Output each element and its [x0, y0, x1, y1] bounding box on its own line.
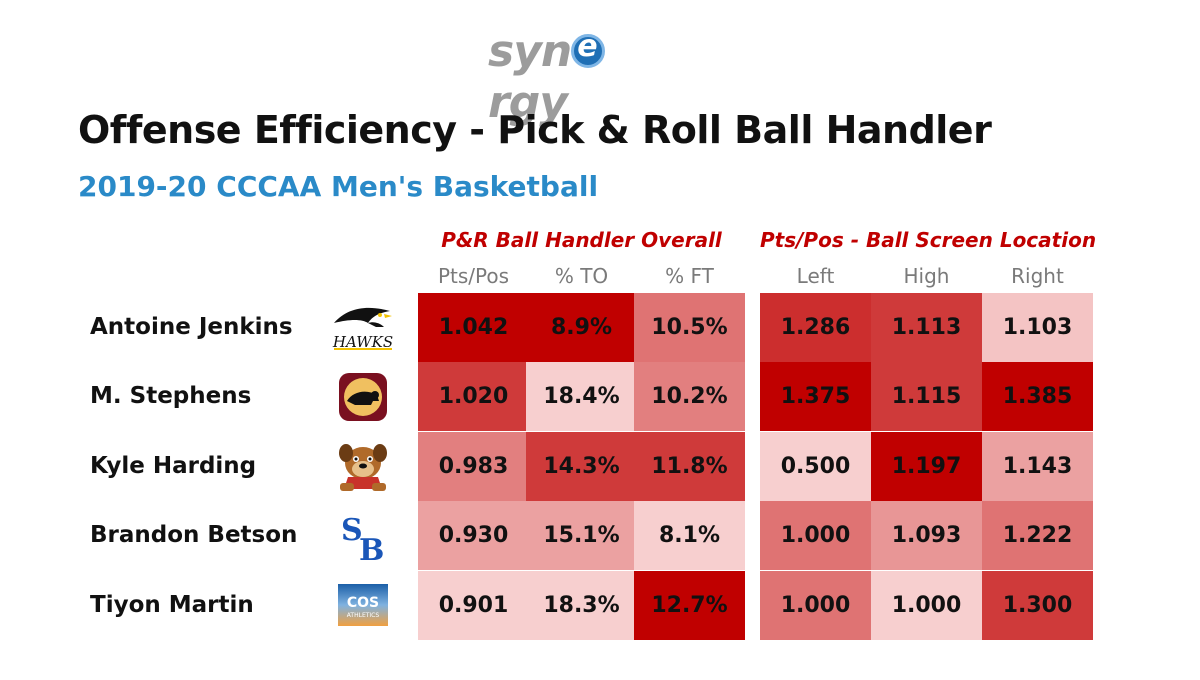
heatmap-cell: 11.8%: [634, 431, 745, 501]
heatmap-cell: 15.1%: [526, 501, 637, 571]
column-header-to: % TO: [554, 264, 609, 288]
heatmap-cell: 0.500: [760, 431, 871, 501]
column-header-left: Left: [796, 264, 835, 288]
svg-text:B: B: [359, 533, 384, 564]
bulldog-logo: [322, 432, 404, 501]
heatmap-cell: 1.000: [760, 570, 871, 640]
heatmap-cell: 1.000: [871, 570, 982, 640]
svg-text:S: S: [341, 513, 363, 548]
heatmap-cell: 0.930: [418, 501, 529, 571]
heatmap-cell: 10.2%: [634, 362, 745, 432]
synergy-logo: syn e rgy: [488, 26, 688, 128]
heatmap-cell: 1.103: [982, 293, 1093, 362]
heatmap-cell: 1.020: [418, 362, 529, 432]
heatmap-cell: 1.042: [418, 293, 529, 362]
chart-subtitle: 2019-20 CCCAA Men's Basketball: [78, 170, 599, 203]
heatmap-cell: 1.222: [982, 501, 1093, 571]
heatmap-cell: 10.5%: [634, 293, 745, 362]
heatmap-cell: 8.9%: [526, 293, 637, 362]
column-header-pts-pos: Pts/Pos: [437, 264, 510, 288]
column-header-ft: % FT: [665, 264, 714, 288]
hawks-logo: HAWKS: [322, 293, 404, 362]
heatmap-cell: 12.7%: [634, 570, 745, 640]
brand-e-badge: e: [571, 29, 609, 72]
heatmap-cell: 18.4%: [526, 362, 637, 432]
column-header-right: Right: [1011, 264, 1064, 288]
svg-text:HAWKS: HAWKS: [332, 333, 393, 351]
heatmap-cell: 14.3%: [526, 431, 637, 501]
player-name: Tiyon Martin: [90, 591, 254, 618]
heatmap-cell: 1.375: [760, 362, 871, 432]
brand-part-1: syn: [488, 26, 572, 77]
heatmap-cell: 1.115: [871, 362, 982, 432]
svg-text:ATHLETICS: ATHLETICS: [347, 612, 380, 619]
player-name: M. Stephens: [90, 383, 252, 410]
chart-title: Offense Efficiency - Pick & Roll Ball Ha…: [78, 108, 992, 152]
player-name: Kyle Harding: [90, 452, 257, 479]
heatmap-cell: 1.286: [760, 293, 871, 362]
heatmap-cell: 1.385: [982, 362, 1093, 432]
heatmap-cell: 8.1%: [634, 501, 745, 571]
cos-athletics-logo: COS ATHLETICS: [322, 571, 404, 640]
heatmap-cell: 0.983: [418, 431, 529, 501]
heatmap-cell: 1.093: [871, 501, 982, 571]
heatmap-cell: 1.143: [982, 431, 1093, 501]
heatmap-cell: 18.3%: [526, 570, 637, 640]
brand-part-3: rgy: [488, 77, 568, 128]
svg-text:COS: COS: [347, 595, 379, 611]
heatmap-cell: 1.300: [982, 570, 1093, 640]
heatmap-cell: 1.197: [871, 431, 982, 501]
heatmap-cell: 0.901: [418, 570, 529, 640]
heatmap-cell: 1.000: [760, 501, 871, 571]
column-header-high: High: [903, 264, 950, 288]
group-label-overall: P&R Ball Handler Overall: [441, 228, 722, 252]
brand-part-2: e: [577, 29, 597, 64]
heatmap-cell: 1.113: [871, 293, 982, 362]
player-name: Brandon Betson: [90, 522, 298, 549]
group-label-location: Pts/Pos - Ball Screen Location: [760, 228, 1097, 252]
panther-logo: [322, 362, 404, 431]
player-name: Antoine Jenkins: [90, 314, 293, 340]
synergy-wordmark: syn e rgy: [488, 26, 688, 128]
